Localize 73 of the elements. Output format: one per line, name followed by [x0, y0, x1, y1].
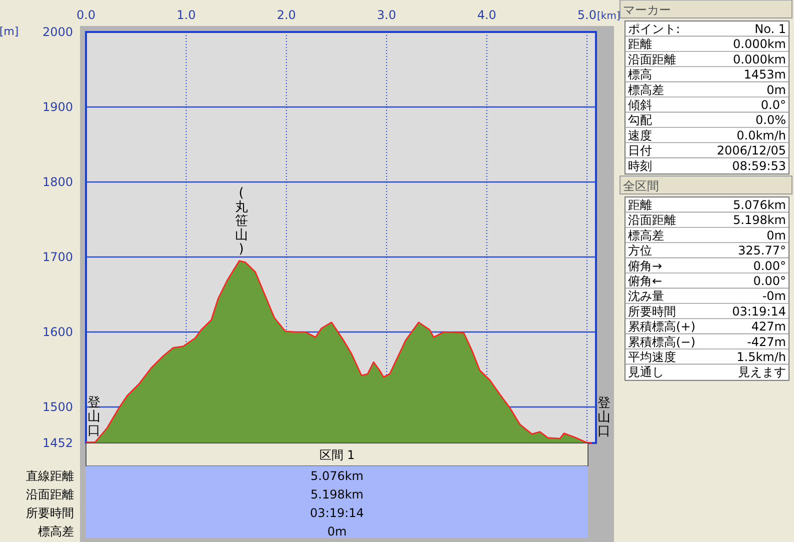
text: 区間 1 — [319, 448, 355, 462]
text: 日付 — [628, 144, 652, 158]
text: 沿面距離 — [26, 488, 74, 502]
text: 0m — [327, 524, 347, 538]
text: 方位 — [628, 244, 652, 258]
text: 0m — [766, 228, 786, 242]
text: 距離 — [628, 198, 652, 212]
x-tick-label: 5.0 — [577, 8, 597, 22]
text: 0.0% — [756, 113, 786, 128]
text: 累積標高(+) — [628, 320, 696, 334]
text: 5.198km — [733, 213, 786, 228]
text: 勾配 — [628, 113, 652, 128]
text: 標高 — [628, 68, 652, 82]
text: 325.77° — [738, 244, 786, 258]
x-tick-label: 2.0 — [276, 8, 296, 22]
text: 標高差 — [628, 228, 664, 242]
text: 累積標高(−) — [628, 334, 696, 349]
text: 俯角← — [628, 274, 662, 288]
text: 平均速度 — [628, 350, 676, 364]
text: 所要時間 — [26, 506, 74, 520]
text: 5.076km — [733, 198, 786, 212]
text: 2006/12/05 — [716, 144, 786, 158]
text: 0.000km — [733, 52, 786, 66]
text: 0.00° — [753, 274, 786, 288]
y-axis-title: [m] — [0, 25, 19, 38]
x-tick-label: 4.0 — [477, 8, 496, 22]
text: 0.0km/h — [736, 128, 786, 142]
text: No. 1 — [754, 22, 786, 36]
text: 見えます — [738, 365, 786, 380]
x-tick-label: 1.0 — [176, 8, 196, 22]
text: 見通し — [628, 365, 664, 380]
y-tick-label: 1800 — [42, 175, 73, 189]
text: 標高差 — [38, 524, 74, 538]
text: 俯角→ — [628, 258, 662, 273]
y-tick-label: 1600 — [42, 325, 73, 339]
text: 全区間 — [623, 179, 659, 193]
text: 所要時間 — [628, 304, 676, 318]
text: 03:19:14 — [732, 304, 786, 318]
x-tick-label: 0.0 — [76, 8, 96, 22]
text: 標高差 — [628, 82, 664, 97]
text: -427m — [747, 334, 786, 349]
text: 0.000km — [733, 37, 786, 52]
text: 08:59:53 — [732, 158, 786, 173]
annotation: (丸笹山) — [234, 186, 248, 257]
y-tick-label: 1900 — [42, 100, 73, 114]
text: 0.00° — [753, 258, 786, 273]
text: 1.5km/h — [736, 350, 786, 364]
text: 時刻 — [628, 158, 652, 173]
y-tick-label: 2000 — [42, 25, 73, 39]
text: 5.198km — [310, 488, 364, 502]
text: 速度 — [628, 128, 652, 142]
x-axis-title: [km] — [597, 11, 620, 22]
annotation: 登山口 — [88, 395, 100, 438]
text: 0m — [766, 82, 786, 97]
text: マーカー — [623, 3, 671, 17]
text: 1453m — [744, 68, 786, 82]
text: 5.076km — [310, 469, 364, 483]
text: 直線距離 — [26, 469, 74, 483]
text: ポイント: — [628, 22, 680, 36]
text: -0m — [762, 289, 786, 304]
text: 距離 — [628, 37, 652, 52]
annotation: 登山口 — [598, 396, 610, 439]
y-tick-label: 1452 — [42, 436, 73, 450]
y-tick-label: 1700 — [42, 250, 73, 264]
x-tick-label: 3.0 — [377, 8, 396, 22]
text: 沈み量 — [628, 289, 664, 304]
y-tick-label: 1500 — [42, 400, 73, 414]
text: 傾斜 — [628, 98, 652, 112]
text: 沿面距離 — [628, 213, 676, 228]
text: 0.0° — [760, 98, 786, 112]
text: 沿面距離 — [628, 52, 676, 66]
text: 427m — [751, 320, 786, 334]
text: 03:19:14 — [310, 506, 364, 520]
